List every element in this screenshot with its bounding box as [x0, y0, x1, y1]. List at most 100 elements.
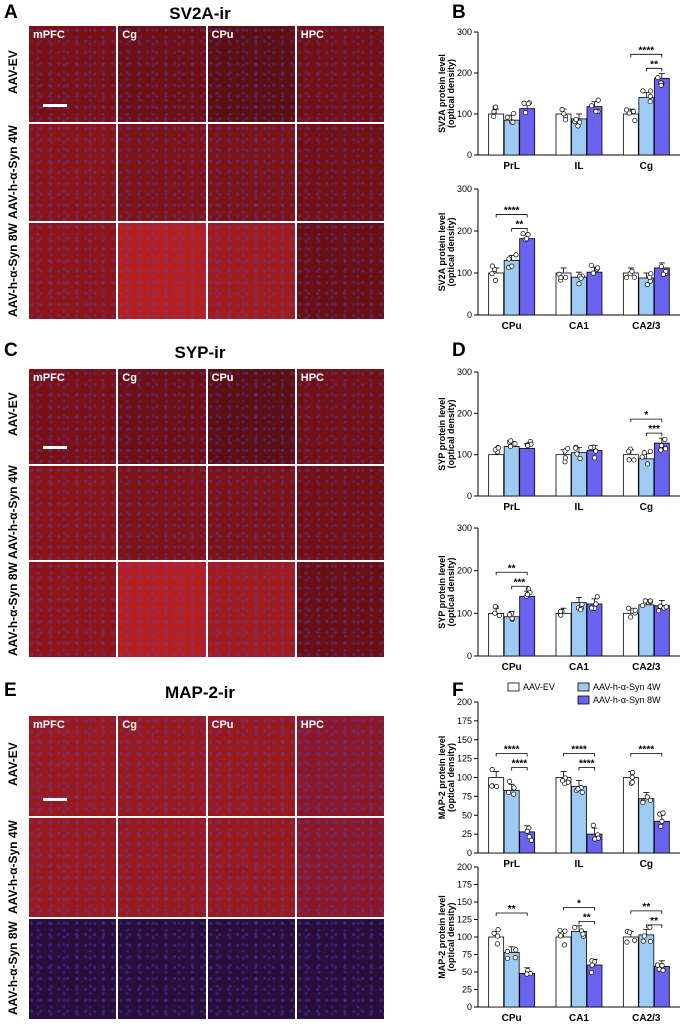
- micrograph-tile: [29, 919, 117, 1019]
- data-point: [513, 947, 519, 953]
- significance-label: ****: [639, 45, 655, 56]
- data-point: [639, 454, 645, 460]
- data-point: [507, 443, 514, 450]
- y-tick-label: 200: [457, 68, 472, 78]
- y-tick-label: 200: [457, 566, 472, 576]
- bar: [586, 271, 603, 316]
- group-label: CA1: [569, 1013, 589, 1024]
- panel-title-syp: SYP-ir: [174, 343, 226, 362]
- significance-label: **: [508, 563, 516, 574]
- data-point: [629, 268, 635, 274]
- bar: [622, 612, 639, 657]
- significance-bracket: [511, 767, 528, 771]
- panel-letter-a: A: [4, 2, 18, 23]
- bar: [571, 786, 587, 854]
- data-point: [565, 445, 571, 452]
- group-label: CPu: [502, 1013, 522, 1024]
- bar: [503, 119, 520, 156]
- data-point: [589, 103, 595, 109]
- data-point: [494, 941, 500, 947]
- micrograph-tile: HPC: [296, 369, 384, 464]
- significance-bracket: [578, 921, 595, 925]
- group-label: CPu: [502, 662, 522, 673]
- significance-label: *: [644, 410, 648, 421]
- chart-B1: 0 100 200 300 SV2A protein level (optical den…: [437, 27, 680, 172]
- micrograph-tile: [118, 562, 206, 657]
- significance-label: **: [642, 902, 650, 913]
- bar: [519, 108, 536, 156]
- region-label: HPC: [300, 29, 324, 41]
- data-point: [510, 119, 516, 125]
- data-point: [589, 962, 595, 968]
- bar: [488, 454, 505, 497]
- bar: [488, 612, 505, 657]
- significance-label: **: [583, 912, 591, 923]
- data-point: [624, 107, 630, 113]
- micrograph-tile: Cg: [118, 716, 206, 816]
- y-tick-label: 150: [457, 735, 472, 745]
- micrograph-tile: Cg: [118, 369, 206, 464]
- data-point: [626, 929, 633, 935]
- y-axis-label: SYP protein level: [437, 397, 447, 470]
- y-tick-label: 300: [457, 367, 472, 377]
- bar: [653, 77, 670, 156]
- data-point: [644, 794, 650, 800]
- data-point: [626, 448, 632, 454]
- y-tick-label: 100: [457, 773, 472, 783]
- significance-bracket: [630, 753, 663, 757]
- data-point: [662, 446, 669, 452]
- scale-bar: [43, 104, 67, 108]
- bar: [519, 238, 536, 316]
- data-point: [579, 601, 585, 607]
- data-point: [558, 608, 564, 615]
- y-tick-label: 100: [457, 608, 472, 618]
- group-label: IL: [575, 502, 584, 513]
- significance-bracket: [511, 585, 528, 590]
- legend-label: AAV-h-α-Syn 4W: [593, 682, 661, 692]
- data-point: [640, 602, 646, 609]
- group-label: PrL: [503, 161, 520, 172]
- significance-label: **: [650, 59, 658, 70]
- data-point: [525, 101, 531, 107]
- micrograph-tile: [207, 562, 295, 657]
- bar: [503, 616, 520, 657]
- significance-bracket: [495, 912, 528, 916]
- data-point: [495, 445, 501, 451]
- y-tick-label: 100: [457, 109, 472, 119]
- data-point: [521, 100, 527, 106]
- region-label: CPu: [211, 372, 234, 384]
- y-tick-label: 50: [462, 967, 472, 977]
- data-point: [496, 612, 502, 618]
- y-tick-label: 100: [457, 932, 472, 942]
- significance-label: **: [650, 916, 658, 927]
- data-point: [592, 455, 598, 461]
- data-point: [658, 263, 664, 270]
- data-point: [524, 971, 530, 977]
- y-axis-label: (optical density): [446, 217, 456, 286]
- micrograph-tile: [207, 465, 295, 561]
- data-point: [525, 443, 531, 449]
- data-point: [572, 924, 578, 931]
- y-tick-label: 150: [457, 897, 472, 907]
- chart-B2: 0 100 200 300 SV2A protein level (optical den…: [437, 184, 680, 332]
- data-point: [660, 967, 666, 973]
- data-point: [560, 778, 566, 784]
- data-point: [647, 797, 653, 803]
- micrograph-tile: [118, 124, 206, 221]
- y-tick-label: 75: [462, 950, 472, 960]
- group-label: CA2/3: [632, 1013, 661, 1024]
- data-point: [520, 231, 526, 237]
- bar: [571, 931, 587, 1008]
- data-point: [495, 933, 501, 939]
- legend: AAV-EV AAV-h-α-Syn 4W AAV-h-α-Syn 8W: [507, 682, 661, 705]
- legend-label: AAV-h-α-Syn 8W: [593, 695, 661, 705]
- data-point: [631, 457, 637, 463]
- y-tick-label: 0: [467, 651, 472, 661]
- micrograph-tile: mPFC: [29, 26, 117, 123]
- data-point: [489, 783, 495, 789]
- significance-label: ****: [512, 759, 528, 770]
- y-axis-label: SV2A protein level: [437, 213, 447, 292]
- data-point: [593, 448, 599, 454]
- data-point: [592, 836, 598, 842]
- chart-F1: 0 25 50 75 100 125 150 175 200 MAP-2 protein leve…: [437, 697, 680, 870]
